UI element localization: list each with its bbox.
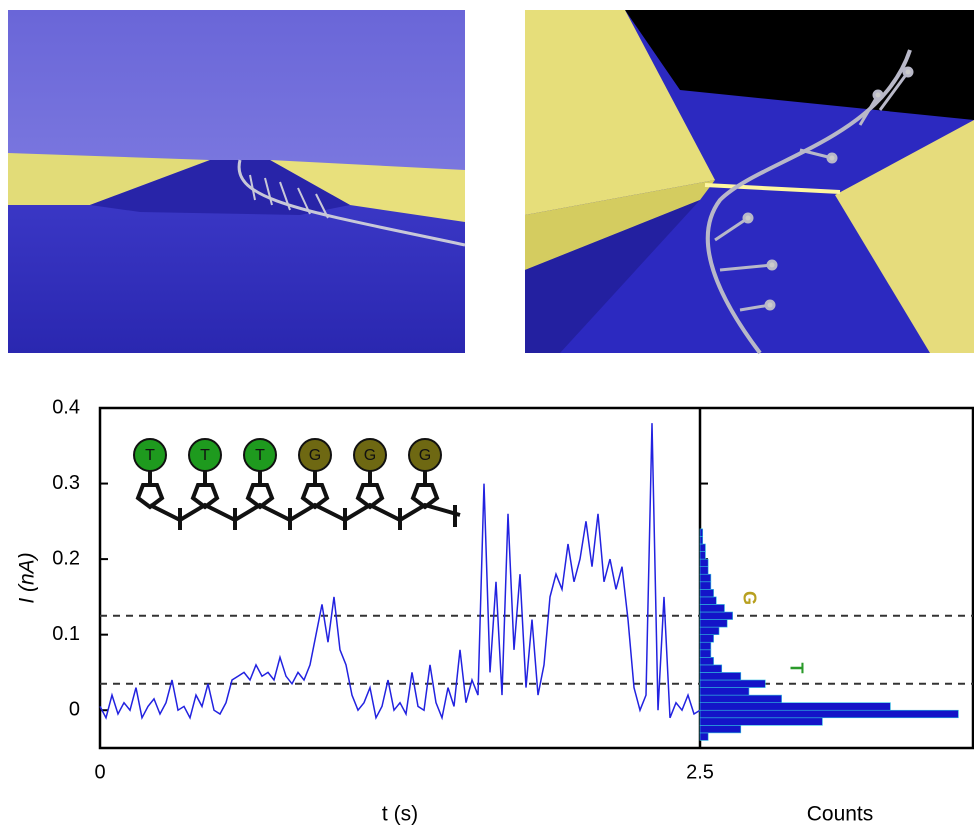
counts-label: Counts xyxy=(807,803,874,826)
histogram-bar xyxy=(700,672,741,680)
histogram-bar xyxy=(700,635,714,643)
histogram-bar xyxy=(700,642,711,650)
render-right xyxy=(525,10,974,353)
backbone xyxy=(138,470,460,530)
histogram-bar xyxy=(700,680,765,688)
y-tick-label: 0 xyxy=(69,699,80,721)
histogram-bar xyxy=(700,552,705,560)
base-label: G xyxy=(364,447,376,464)
histogram-bar xyxy=(700,710,958,718)
peak-label: T xyxy=(786,663,806,674)
base-label: T xyxy=(145,447,155,464)
histogram-bar xyxy=(700,695,782,703)
base-label: G xyxy=(309,447,321,464)
histogram-bar xyxy=(700,733,708,741)
x-tick-label: 0 xyxy=(94,761,105,783)
histogram-bar xyxy=(700,665,722,673)
histogram-bar xyxy=(700,604,724,612)
figure: I (nA) t (s) Counts 0 0.1 0.2 0.3 0.4 0 2.5 T T T… xyxy=(0,0,974,831)
y-tick-label: 0.3 xyxy=(52,472,80,494)
histogram-bar xyxy=(700,582,711,590)
histogram-bar xyxy=(700,620,727,628)
base-label: T xyxy=(255,447,265,464)
peak-label: G xyxy=(739,591,759,605)
histogram-bar xyxy=(700,559,708,567)
histogram-bar xyxy=(700,574,711,582)
base-label: G xyxy=(419,447,431,464)
histogram-bar xyxy=(700,597,716,605)
y-tick-label: 0.4 xyxy=(52,396,80,418)
histogram-bar xyxy=(700,567,708,575)
y-axis-label: I (nA) xyxy=(16,552,39,603)
histogram-bar xyxy=(700,657,714,665)
current-trace xyxy=(100,423,700,718)
histogram-bar xyxy=(700,688,749,696)
histogram-bar xyxy=(700,612,733,620)
x-axis-label: t (s) xyxy=(382,803,418,826)
histogram-bar xyxy=(700,536,703,544)
x-tick-label: 2.5 xyxy=(686,761,714,783)
plot-frame xyxy=(100,408,973,748)
histogram-bar xyxy=(700,718,822,726)
histogram-bar xyxy=(700,529,703,537)
render-left xyxy=(8,10,465,353)
histogram-bar xyxy=(700,725,741,733)
histogram-bar xyxy=(700,627,719,635)
histogram-bar xyxy=(700,650,711,658)
histogram-bar xyxy=(700,703,890,711)
base-label: T xyxy=(200,447,210,464)
y-tick-label: 0.1 xyxy=(52,623,80,645)
histogram-bar xyxy=(700,544,705,552)
y-tick-label: 0.2 xyxy=(52,547,80,569)
histogram-bar xyxy=(700,589,714,597)
